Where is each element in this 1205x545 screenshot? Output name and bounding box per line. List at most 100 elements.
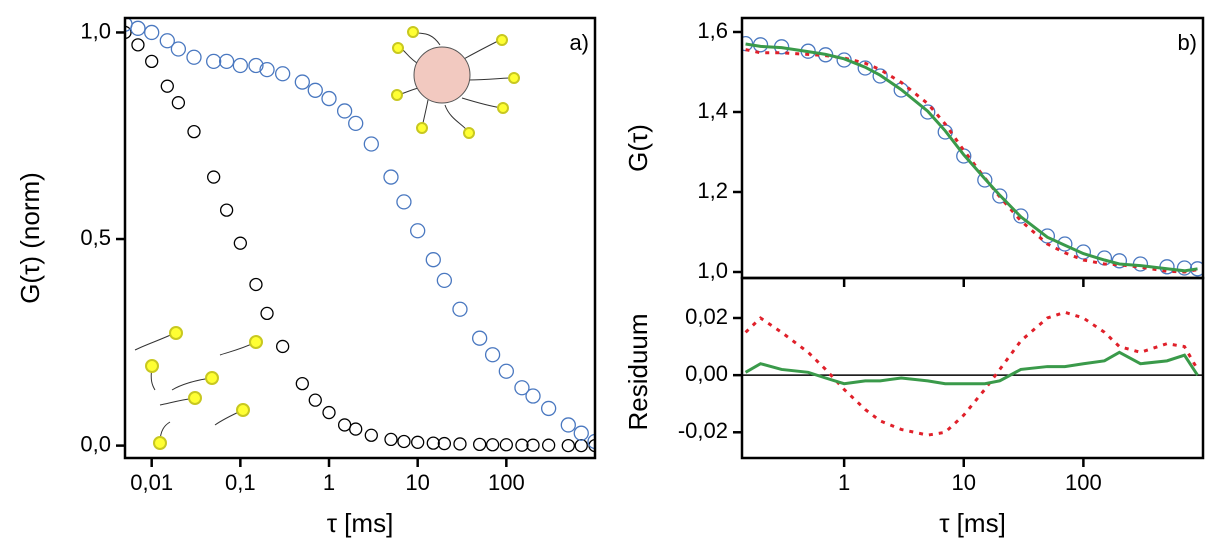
data-point bbox=[410, 223, 426, 239]
data-point bbox=[275, 66, 291, 82]
fit-line bbox=[745, 48, 1198, 274]
data-point bbox=[207, 170, 221, 184]
data-point bbox=[186, 49, 202, 65]
y-tick-label: 0,00 bbox=[685, 361, 728, 386]
plot-area bbox=[742, 35, 1203, 277]
data-point bbox=[260, 306, 274, 321]
panel-label: a) bbox=[569, 30, 589, 55]
data-point bbox=[574, 438, 588, 453]
data-point bbox=[336, 103, 353, 119]
data-point bbox=[187, 124, 201, 139]
data-point bbox=[349, 422, 363, 436]
data-point bbox=[160, 79, 174, 93]
y-tick-label: 1,4 bbox=[697, 98, 728, 123]
x-tick-label: 0,1 bbox=[225, 470, 256, 495]
y-tick-label: -0,02 bbox=[678, 418, 728, 443]
panel-label: b) bbox=[1177, 30, 1197, 55]
data-point bbox=[560, 417, 576, 433]
data-point bbox=[249, 277, 263, 292]
y-tick-label: 1,2 bbox=[697, 178, 728, 203]
data-point bbox=[526, 438, 540, 452]
data-point bbox=[411, 435, 425, 449]
y-axis-label: G(τ) (norm) bbox=[15, 172, 45, 304]
data-point bbox=[131, 38, 145, 52]
y-axis-label: G(τ) bbox=[623, 124, 653, 172]
data-point bbox=[453, 437, 467, 451]
data-point bbox=[144, 24, 160, 41]
data-point bbox=[485, 438, 500, 452]
x-tick-label: 1 bbox=[323, 470, 335, 495]
data-point bbox=[363, 136, 379, 152]
data-point bbox=[857, 60, 873, 76]
y-tick-label: 1,0 bbox=[80, 18, 111, 43]
data-point bbox=[259, 61, 275, 78]
data-point bbox=[125, 25, 132, 40]
data-point bbox=[587, 433, 595, 450]
plot-frame bbox=[740, 276, 1205, 460]
data-point bbox=[396, 194, 412, 210]
x-axis-label: τ [ms] bbox=[327, 508, 394, 538]
x-tick-label: 100 bbox=[488, 470, 525, 495]
data-point bbox=[472, 437, 487, 452]
data-point bbox=[232, 57, 249, 74]
y-tick-label: 1,6 bbox=[697, 18, 728, 43]
y-tick-label: 0,5 bbox=[80, 225, 111, 250]
data-point bbox=[436, 272, 453, 288]
data-point bbox=[540, 400, 557, 417]
data-point bbox=[397, 434, 411, 449]
data-point bbox=[294, 74, 310, 90]
data-point bbox=[541, 438, 556, 452]
x-tick-label: 100 bbox=[1065, 470, 1102, 495]
x-tick-label: 10 bbox=[952, 470, 976, 495]
plot-area bbox=[742, 310, 1203, 437]
data-point bbox=[471, 330, 488, 346]
data-point bbox=[171, 96, 186, 110]
data-point bbox=[992, 188, 1008, 204]
free-dye-illustration bbox=[134, 326, 263, 450]
data-point bbox=[452, 301, 468, 317]
data-point bbox=[499, 438, 513, 452]
x-axis-label: τ [ms] bbox=[939, 508, 1006, 538]
x-tick-label: 0,01 bbox=[130, 470, 173, 495]
fit-line bbox=[745, 42, 1198, 273]
data-point bbox=[561, 438, 575, 453]
x-tick-label: 1 bbox=[838, 470, 850, 495]
data-point bbox=[872, 68, 888, 84]
data-point bbox=[525, 388, 541, 404]
data-point bbox=[514, 380, 530, 396]
data-point bbox=[145, 54, 159, 69]
data-point bbox=[437, 436, 452, 451]
data-point bbox=[1057, 236, 1073, 252]
data-point bbox=[337, 418, 352, 432]
data-point bbox=[295, 376, 309, 391]
x-tick-label: 10 bbox=[405, 470, 429, 495]
data-point bbox=[364, 428, 378, 442]
data-point bbox=[484, 347, 501, 363]
data-point bbox=[206, 53, 222, 70]
data-point bbox=[425, 252, 441, 268]
y-tick-label: 0,0 bbox=[80, 431, 111, 456]
data-point bbox=[219, 203, 234, 217]
data-point bbox=[322, 405, 336, 420]
nanoparticle-illustration bbox=[391, 26, 520, 139]
data-point bbox=[1013, 208, 1029, 224]
data-point bbox=[1176, 260, 1193, 276]
data-point bbox=[159, 33, 175, 49]
data-point bbox=[170, 41, 187, 57]
data-point bbox=[276, 339, 290, 354]
data-point bbox=[920, 104, 936, 120]
plot-area bbox=[125, 18, 595, 453]
data-point bbox=[573, 425, 589, 441]
y-tick-label: 1,0 bbox=[697, 258, 728, 283]
data-point bbox=[130, 20, 146, 36]
data-point bbox=[977, 172, 993, 188]
data-point bbox=[233, 236, 248, 250]
data-point bbox=[307, 82, 323, 98]
data-point bbox=[515, 438, 529, 452]
data-point bbox=[498, 363, 514, 379]
data-point bbox=[426, 436, 440, 450]
data-point bbox=[384, 432, 398, 447]
y-tick-label: 0,02 bbox=[685, 304, 728, 329]
fit-line bbox=[744, 350, 1199, 386]
